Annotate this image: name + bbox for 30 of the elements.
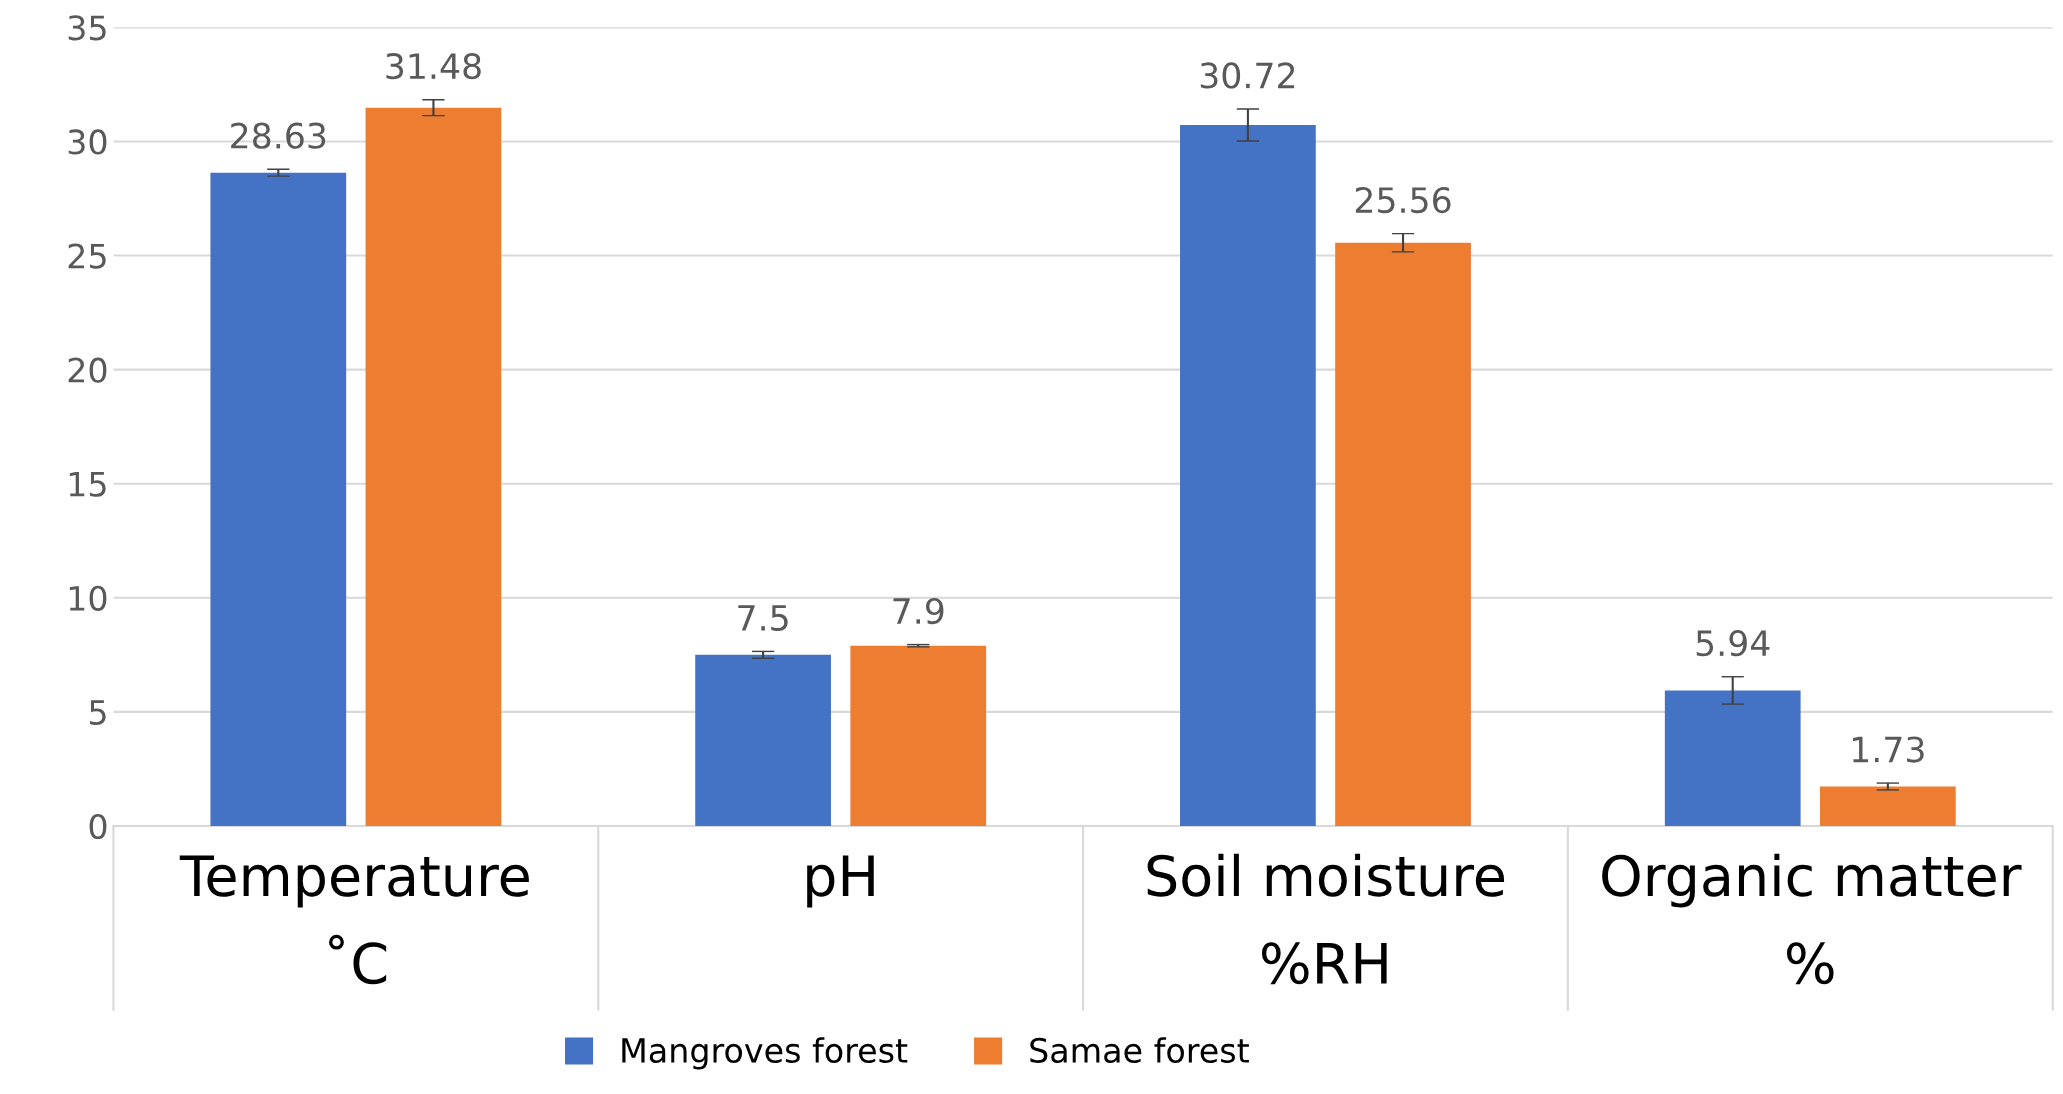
y-tick-label: 25 [68, 243, 106, 269]
legend-label: Samae forest [1030, 1037, 1249, 1064]
bar [1335, 242, 1471, 826]
y-tick-label: 5 [89, 700, 106, 726]
bar [210, 172, 347, 826]
data-label: 7.5 [738, 605, 788, 631]
data-label: 7.9 [893, 597, 944, 625]
x-tick-label: Organic matter % [1602, 853, 2022, 985]
data-label: 28.63 [231, 122, 326, 149]
data-label: 31.48 [386, 53, 481, 80]
y-tick-label: 20 [68, 357, 107, 383]
bar [850, 645, 987, 826]
bar [1180, 125, 1316, 826]
x-tick-label: Temperature ˚C [179, 855, 529, 985]
bar [1819, 786, 1956, 826]
data-label: 30.72 [1200, 62, 1295, 89]
y-tick-label: 35 [68, 15, 106, 41]
data-label: 1.73 [1853, 736, 1924, 763]
y-tick-label: 0 [89, 813, 107, 840]
x-tick-label: pH [807, 855, 874, 908]
y-tick-label: 10 [69, 585, 107, 611]
data-label: 25.56 [1355, 186, 1451, 214]
bar [365, 107, 502, 826]
bar [1664, 690, 1801, 826]
x-tick-label: Soil moisture %RH [1147, 853, 1505, 985]
y-tick-label: 15 [69, 472, 106, 497]
data-label: 5.94 [1696, 630, 1770, 657]
legend-label: Mangroves forest [622, 1037, 908, 1070]
y-tick-label: 30 [68, 129, 107, 155]
bar [695, 654, 831, 826]
